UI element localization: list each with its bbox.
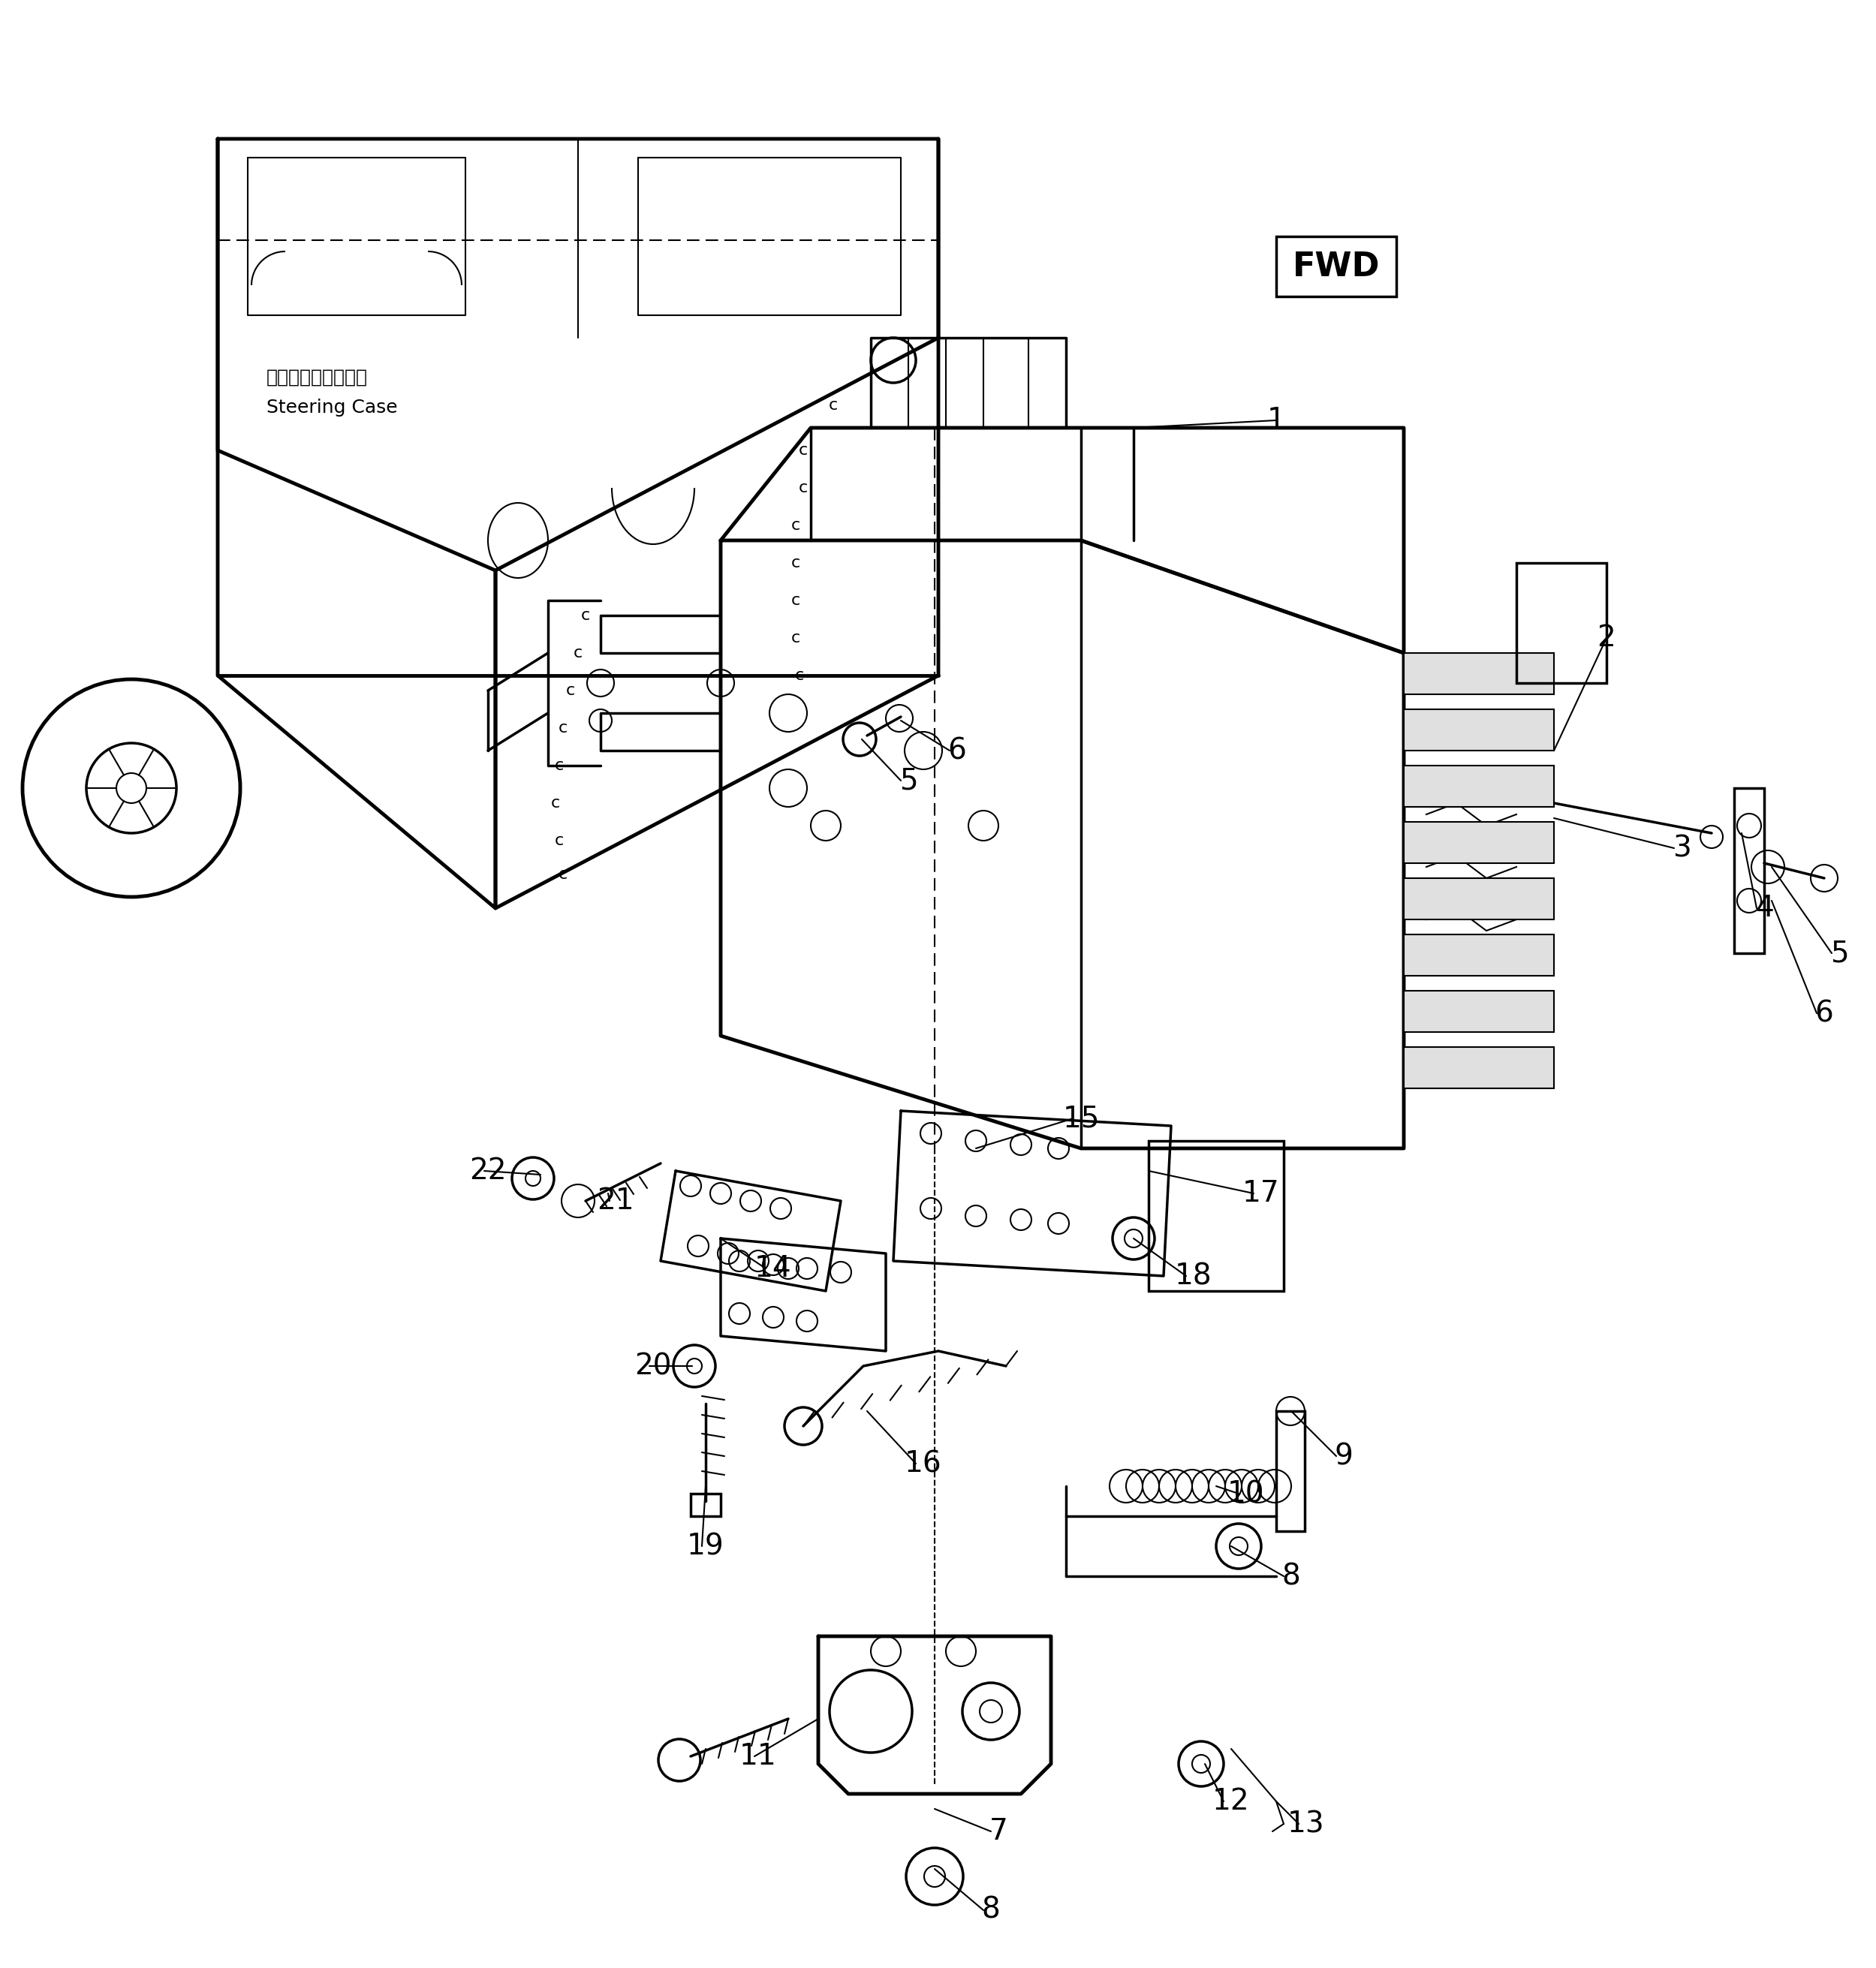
Text: c: c [552,795,561,811]
Text: 19: 19 [687,1531,724,1561]
Text: 18: 18 [1174,1261,1212,1291]
Text: 11: 11 [739,1742,777,1771]
Bar [1148,1141,1283,1291]
Text: 15: 15 [1062,1104,1099,1134]
Bar [1403,878,1553,919]
Bar [1403,935,1553,976]
Text: 4: 4 [1754,893,1773,923]
Text: c: c [792,518,801,533]
Text: c: c [555,832,565,848]
Text: 22: 22 [469,1157,507,1185]
Text: Steering Case: Steering Case [266,400,398,417]
Text: 2: 2 [1596,624,1615,651]
Text: 3: 3 [1672,834,1690,862]
Text: ステアリングケース: ステアリングケース [266,368,368,386]
Text: 21: 21 [597,1187,634,1214]
Bar [1403,708,1553,750]
Text: 13: 13 [1287,1811,1324,1838]
Bar [1403,653,1553,695]
Text: 20: 20 [634,1352,672,1380]
Text: 8: 8 [981,1895,1000,1925]
Text: 8: 8 [1281,1563,1300,1590]
Text: 1: 1 [1266,405,1285,435]
Text: c: c [829,398,839,413]
Text: 6: 6 [947,736,966,766]
Text: c: c [792,592,801,608]
Text: 5: 5 [899,766,917,795]
Text: c: c [574,646,583,661]
Bar [1403,1047,1553,1088]
Text: 5: 5 [1829,939,1848,968]
Text: 16: 16 [904,1448,942,1478]
Text: c: c [559,720,568,736]
Text: c: c [799,480,809,496]
Bar [1516,563,1606,683]
Text: c: c [567,683,576,699]
Text: 12: 12 [1212,1787,1249,1816]
Text: c: c [582,608,591,624]
Text: 10: 10 [1227,1480,1264,1507]
Text: 17: 17 [1242,1179,1279,1208]
Text: c: c [559,868,568,882]
Bar [1733,787,1763,953]
Text: 6: 6 [1814,1000,1833,1027]
Text: c: c [555,758,565,773]
Text: FWD: FWD [1293,250,1381,283]
Text: 9: 9 [1334,1443,1353,1470]
Bar [1403,766,1553,807]
Bar [1403,823,1553,864]
Text: c: c [799,443,809,459]
Bar [1276,1411,1304,1531]
Text: 14: 14 [754,1254,792,1283]
Text: c: c [792,630,801,646]
Bar [690,1494,720,1515]
Text: 7: 7 [989,1816,1007,1846]
Bar [1403,990,1553,1031]
Text: c: c [792,555,801,571]
Bar [1276,236,1396,297]
Text: c: c [795,667,805,683]
